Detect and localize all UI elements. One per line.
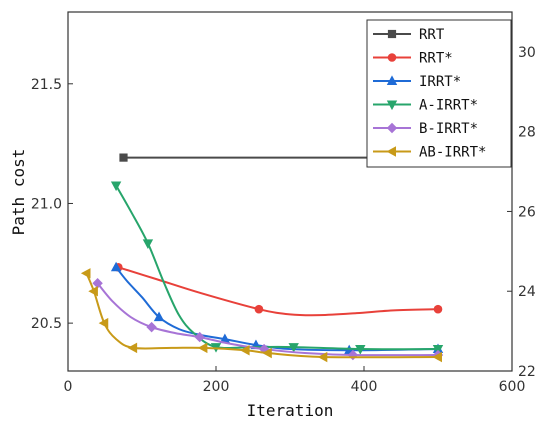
data-point (433, 304, 443, 314)
data-point (110, 181, 122, 192)
x-axis-title: Iteration (247, 401, 334, 420)
data-point (80, 268, 91, 279)
legend-label: B-IRRT* (419, 121, 478, 137)
series-a-irrt- (110, 181, 444, 355)
data-point (88, 286, 98, 297)
series-line (85, 272, 439, 359)
data-point (119, 153, 128, 162)
legend-item: A-IRRT* (373, 98, 478, 114)
legend-label: RRT* (419, 51, 453, 67)
y-right-tick-label: 24 (518, 284, 536, 300)
series-layer (80, 153, 444, 363)
data-point (288, 343, 299, 353)
series-line (118, 266, 439, 317)
x-tick-label: 0 (64, 379, 73, 395)
y-axis-title: Path cost (9, 149, 28, 236)
y-right-tick-label: 30 (518, 45, 536, 61)
series-line (115, 185, 439, 351)
legend-item: B-IRRT* (373, 121, 478, 137)
data-point (254, 304, 264, 314)
legend-label: RRT (419, 27, 445, 43)
legend-marker (386, 122, 398, 134)
legend-label: AB-IRRT* (419, 145, 486, 161)
legend-item: RRT (373, 27, 445, 43)
y-right-tick-label: 28 (518, 125, 536, 141)
y-right-tick-label: 26 (518, 204, 536, 220)
legend-marker (386, 146, 396, 157)
legend-marker (386, 75, 398, 85)
data-point (153, 311, 165, 322)
data-point (262, 347, 272, 359)
data-point (194, 331, 205, 343)
legend-label: IRRT* (419, 74, 461, 90)
axis-ticks: 0 200 400 600 20.5 21.0 21.5 22 24 26 28 30 (31, 45, 536, 395)
data-point (142, 239, 154, 249)
legend-marker (387, 53, 397, 62)
x-tick-label: 400 (351, 379, 378, 395)
legend-marker (387, 29, 397, 39)
legend-item: RRT* (373, 51, 453, 67)
x-tick-label: 600 (499, 379, 526, 395)
series-ab-irrt- (80, 268, 442, 363)
legend-label: A-IRRT* (419, 98, 478, 114)
legend-marker (386, 100, 398, 111)
data-point (146, 321, 157, 333)
y-left-tick-label: 20.5 (31, 316, 62, 332)
legend-item: AB-IRRT* (373, 145, 486, 161)
legend-box (366, 19, 512, 168)
data-point (240, 345, 250, 356)
data-point (197, 342, 208, 354)
data-point (92, 278, 103, 289)
data-point (110, 261, 122, 272)
data-point (432, 351, 442, 363)
y-right-tick-label: 22 (518, 364, 536, 380)
data-point (127, 342, 138, 354)
legend-item: IRRT* (373, 74, 461, 90)
data-point (355, 345, 366, 355)
data-point (317, 351, 328, 363)
data-point (98, 317, 109, 329)
x-tick-label: 200 (203, 379, 230, 395)
y-left-tick-label: 21.5 (31, 77, 62, 93)
legend: RRT RRT* IRRT* A-IRRT* B-IRRT* AB-IRRT* (366, 19, 512, 168)
data-point (219, 333, 231, 344)
y-left-tick-label: 21.0 (31, 196, 62, 212)
